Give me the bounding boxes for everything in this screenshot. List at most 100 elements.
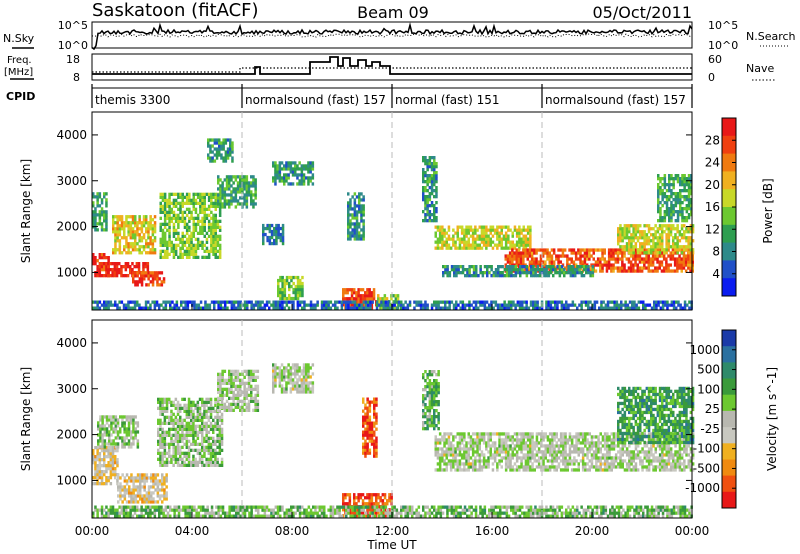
heatmap-cell bbox=[121, 500, 124, 504]
heatmap-cell bbox=[250, 396, 253, 400]
heatmap-cell bbox=[689, 245, 693, 249]
heatmap-cell bbox=[397, 300, 401, 304]
heatmap-cell bbox=[149, 280, 153, 284]
heatmap-cell bbox=[525, 274, 529, 278]
heatmap-cell bbox=[159, 460, 162, 464]
heatmap-cell bbox=[274, 164, 277, 168]
heatmap-cell bbox=[131, 245, 135, 249]
heatmap-cell bbox=[687, 177, 691, 181]
heatmap-cell bbox=[123, 224, 126, 228]
heatmap-cell bbox=[305, 363, 308, 367]
heatmap-cell bbox=[142, 274, 145, 278]
heatmap-cell bbox=[642, 306, 645, 310]
heatmap-cell bbox=[215, 156, 219, 160]
heatmap-cell bbox=[627, 266, 631, 270]
heatmap-cell bbox=[230, 202, 233, 206]
heatmap-cell bbox=[114, 467, 117, 471]
heatmap-cell bbox=[430, 192, 434, 196]
heatmap-cell bbox=[184, 300, 187, 304]
heatmap-cell bbox=[547, 300, 550, 304]
heatmap-cell bbox=[426, 210, 429, 214]
heatmap-cell bbox=[670, 195, 673, 199]
heatmap-cell bbox=[560, 306, 564, 310]
heatmap-cell bbox=[320, 300, 324, 304]
heatmap-cell bbox=[506, 254, 510, 258]
heatmap-cell bbox=[690, 207, 693, 211]
heatmap-cell bbox=[152, 473, 155, 477]
heatmap-cell bbox=[522, 251, 525, 255]
heatmap-cell bbox=[498, 240, 501, 244]
heatmap-cell bbox=[496, 228, 499, 232]
heatmap-cell bbox=[219, 190, 222, 194]
heatmap-cell bbox=[168, 451, 171, 455]
heatmap-cell bbox=[532, 271, 535, 275]
heatmap-cell bbox=[203, 445, 206, 449]
heatmap-cell bbox=[487, 240, 490, 244]
heatmap-cell bbox=[142, 306, 146, 310]
heatmap-cell bbox=[679, 198, 682, 202]
heatmap-cell bbox=[166, 216, 169, 220]
heatmap-cell bbox=[196, 192, 200, 196]
heatmap-cell bbox=[147, 221, 150, 225]
heatmap-cell bbox=[605, 266, 609, 270]
heatmap-cell bbox=[273, 229, 276, 234]
heatmap-cell bbox=[536, 303, 539, 307]
heatmap-cell bbox=[510, 274, 513, 278]
heatmap-cell bbox=[680, 224, 684, 228]
heatmap-cell bbox=[132, 430, 135, 434]
heatmap-cell bbox=[172, 243, 176, 247]
heatmap-cell bbox=[632, 227, 635, 231]
heatmap-cell bbox=[185, 403, 189, 407]
colorbar-tick-label: 28 bbox=[705, 133, 720, 147]
heatmap-cell bbox=[273, 241, 276, 246]
heatmap-cell bbox=[380, 300, 383, 304]
heatmap-cell bbox=[433, 162, 436, 166]
heatmap-cell bbox=[441, 246, 444, 250]
heatmap-cell bbox=[228, 369, 231, 373]
heatmap-cell bbox=[657, 192, 660, 196]
heatmap-cell bbox=[229, 147, 232, 151]
heatmap-cell bbox=[111, 467, 115, 471]
heatmap-cell bbox=[94, 222, 97, 226]
heatmap-cell bbox=[661, 198, 664, 202]
heatmap-cell bbox=[174, 216, 178, 220]
heatmap-cell bbox=[110, 415, 113, 419]
heatmap-cell bbox=[294, 387, 297, 391]
heatmap-cell bbox=[511, 231, 514, 235]
heatmap-cell bbox=[563, 254, 567, 258]
heatmap-cell bbox=[123, 439, 126, 443]
colorbar-tick-label: 16 bbox=[705, 200, 720, 214]
heatmap-cell bbox=[217, 378, 220, 382]
heatmap-cell bbox=[230, 390, 233, 394]
heatmap-cell bbox=[445, 246, 448, 250]
heatmap-cell bbox=[174, 243, 178, 247]
heatmap-cell bbox=[353, 306, 357, 310]
heatmap-cell bbox=[625, 227, 629, 231]
heatmap-cell bbox=[665, 198, 669, 202]
heatmap-cell bbox=[118, 230, 122, 234]
heatmap-cell bbox=[205, 460, 208, 464]
heatmap-cell bbox=[360, 198, 363, 202]
heatmap-cell bbox=[153, 303, 157, 307]
heatmap-cell bbox=[179, 448, 182, 452]
heatmap-cell bbox=[107, 455, 110, 459]
heatmap-cell bbox=[678, 263, 681, 267]
heatmap-cell bbox=[653, 300, 656, 304]
heatmap-cell bbox=[573, 303, 577, 307]
heatmap-cell bbox=[565, 303, 568, 307]
heatmap-cell bbox=[174, 427, 178, 431]
heatmap-cell bbox=[309, 375, 312, 379]
heatmap-cell bbox=[159, 240, 162, 244]
heatmap-cell bbox=[287, 167, 290, 171]
heatmap-cell bbox=[644, 303, 647, 307]
heatmap-cell bbox=[652, 233, 655, 237]
heatmap-cell bbox=[203, 448, 206, 452]
heatmap-cell bbox=[212, 240, 215, 244]
heatmap-cell bbox=[349, 234, 352, 238]
heatmap-cell bbox=[206, 306, 209, 310]
heatmap-cell bbox=[442, 274, 445, 278]
heatmap-cell bbox=[370, 294, 374, 298]
heatmap-cell bbox=[116, 482, 119, 486]
heatmap-cell bbox=[433, 204, 436, 208]
nsky-left-tick-bottom: 10^0 bbox=[58, 39, 88, 52]
